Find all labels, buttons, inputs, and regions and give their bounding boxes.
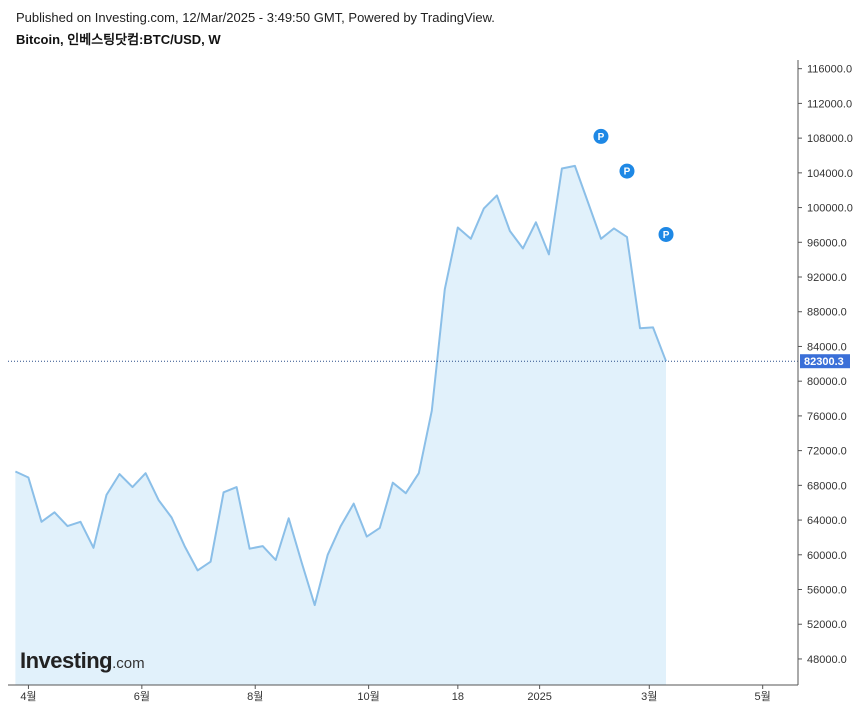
series-line — [14, 164, 667, 607]
y-tick-label: 92000.0 — [807, 272, 847, 284]
p-marker-label: P — [598, 132, 605, 143]
y-tick-label: 56000.0 — [807, 585, 847, 597]
y-tick-label: 108000.0 — [807, 133, 853, 145]
y-tick-label: 76000.0 — [807, 411, 847, 423]
p-marker-icon — [593, 128, 609, 144]
y-tick-label: 52000.0 — [807, 619, 847, 631]
y-tick-label: 64000.0 — [807, 515, 847, 527]
y-tick-label: 100000.0 — [807, 203, 853, 215]
y-tick-label: 72000.0 — [807, 446, 847, 458]
p-marker-icon — [619, 163, 635, 179]
logo-suffix: .com — [112, 655, 145, 672]
x-tick-label: 2025 — [527, 691, 551, 703]
chart-header: Published on Investing.com, 12/Mar/2025 … — [16, 9, 495, 49]
x-tick-label: 4월 — [20, 690, 36, 703]
y-tick-label: 84000.0 — [807, 341, 847, 353]
x-tick-label: 5월 — [755, 690, 771, 703]
last-price-label: 82300.3 — [804, 356, 844, 368]
last-price-badge — [800, 354, 850, 369]
y-tick-label: 80000.0 — [807, 376, 847, 388]
series-area — [15, 165, 666, 685]
y-tick-label: 48000.0 — [807, 654, 847, 666]
p-marker-label: P — [624, 167, 631, 178]
x-tick-label: 18 — [452, 691, 464, 703]
y-tick-label: 60000.0 — [807, 550, 847, 562]
y-tick-label: 116000.0 — [807, 64, 852, 76]
y-tick-label: 104000.0 — [807, 168, 853, 180]
y-tick-label: 96000.0 — [807, 237, 847, 249]
published-caption: Published on Investing.com, 12/Mar/2025 … — [16, 10, 495, 25]
symbol-title: Bitcoin, 인베스팅닷컴:BTC/USD, W — [16, 32, 221, 47]
y-tick-label: 112000.0 — [807, 98, 852, 110]
p-marker-label: P — [663, 230, 670, 241]
x-tick-label: 3월 — [641, 690, 657, 703]
logo-brand: Investing — [20, 648, 113, 673]
y-tick-label: 68000.0 — [807, 480, 847, 492]
y-tick-label: 88000.0 — [807, 307, 847, 319]
p-marker-icon — [658, 226, 674, 242]
x-tick-label: 6월 — [134, 690, 150, 703]
x-tick-label: 8월 — [247, 690, 263, 703]
investing-logo: Investing.com — [20, 648, 145, 674]
x-tick-label: 10월 — [357, 690, 379, 703]
